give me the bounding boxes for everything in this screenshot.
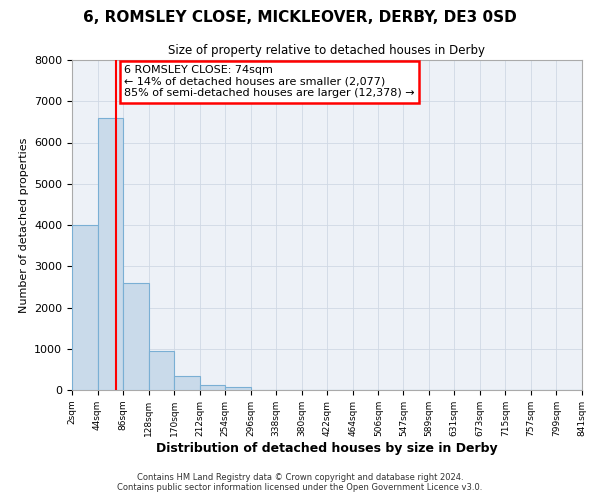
Text: Contains HM Land Registry data © Crown copyright and database right 2024.
Contai: Contains HM Land Registry data © Crown c… [118,473,482,492]
Text: 6 ROMSLEY CLOSE: 74sqm
← 14% of detached houses are smaller (2,077)
85% of semi-: 6 ROMSLEY CLOSE: 74sqm ← 14% of detached… [124,65,415,98]
Y-axis label: Number of detached properties: Number of detached properties [19,138,29,312]
Bar [149,351,174,390]
Bar [123,283,149,390]
Bar [225,386,251,390]
Bar [174,376,200,390]
Bar [98,118,123,390]
Bar [72,225,98,390]
X-axis label: Distribution of detached houses by size in Derby: Distribution of detached houses by size … [156,442,498,454]
Text: 6, ROMSLEY CLOSE, MICKLEOVER, DERBY, DE3 0SD: 6, ROMSLEY CLOSE, MICKLEOVER, DERBY, DE3… [83,10,517,25]
Bar [200,384,225,390]
Title: Size of property relative to detached houses in Derby: Size of property relative to detached ho… [169,44,485,58]
